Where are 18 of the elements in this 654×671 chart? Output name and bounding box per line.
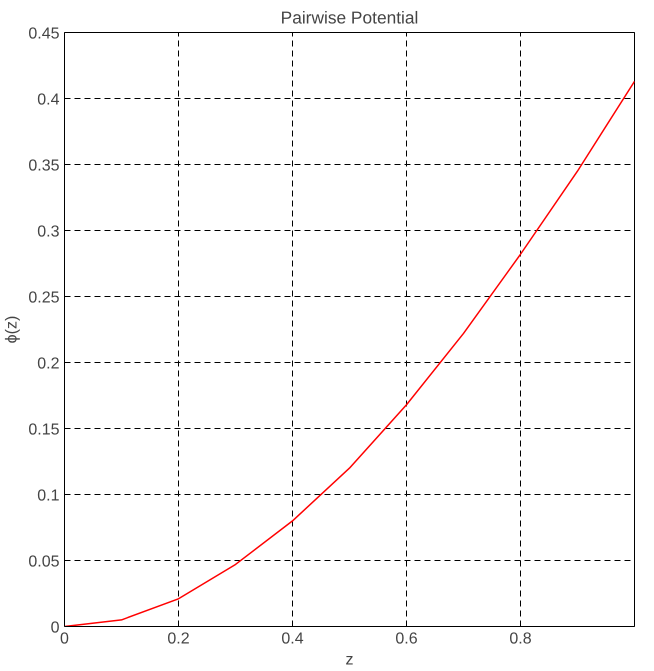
y-axis-title: ϕ(z)	[3, 316, 20, 344]
y-tick-label: 0.1	[37, 488, 60, 504]
x-tick-label: 0.2	[167, 630, 190, 648]
chart-title: Pairwise Potential	[280, 8, 418, 28]
y-tick-label: 0.4	[37, 92, 60, 108]
x-axis-title: z	[346, 652, 354, 668]
y-tick-label: 0.3	[37, 224, 60, 240]
y-tick-label: 0	[50, 620, 60, 636]
y-tick-label: 0.35	[28, 158, 60, 174]
x-tick-label: 0.6	[395, 630, 418, 648]
y-tick-label: 0.15	[28, 422, 60, 438]
y-tick-label: 0.45	[28, 26, 60, 42]
line-series	[64, 80, 634, 626]
x-tick-label: 0.4	[281, 630, 304, 648]
y-tick-label: 0.2	[37, 356, 60, 372]
y-tick-label: 0.25	[28, 290, 60, 306]
y-tick-label: 0.05	[28, 554, 60, 570]
x-tick-label: 0.8	[509, 630, 532, 648]
